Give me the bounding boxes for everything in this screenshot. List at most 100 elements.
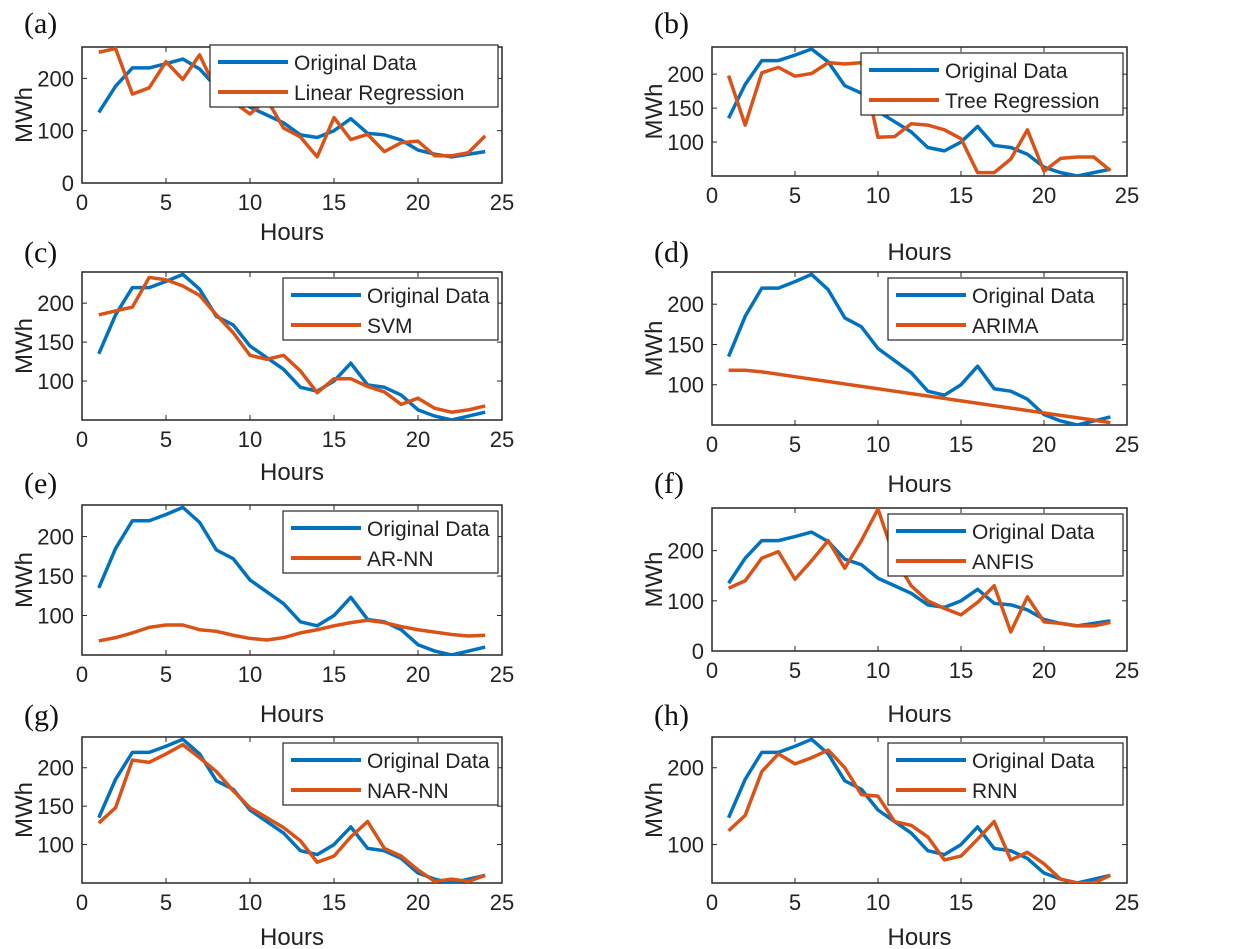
panel-label: (e) [24, 467, 57, 500]
legend-entry: Original Data [972, 521, 1095, 544]
x-tick-label: 15 [949, 658, 973, 683]
legend: Original Data ARIMA [887, 277, 1124, 341]
y-tick-label: 150 [37, 330, 74, 355]
x-tick-label: 20 [406, 890, 430, 915]
x-tick-label: 10 [238, 890, 262, 915]
y-tick-label: 100 [667, 833, 704, 858]
y-axis-label: MWh [641, 84, 668, 140]
x-tick-label: 15 [322, 427, 346, 452]
panel-label: (f) [654, 467, 684, 500]
x-tick-label: 15 [949, 432, 973, 457]
legend-box [282, 742, 499, 806]
series-line-model [728, 368, 1111, 425]
x-tick-label: 15 [949, 890, 973, 915]
x-tick-label: 20 [1032, 432, 1056, 457]
legend-box [209, 44, 499, 108]
x-tick-label: 25 [490, 427, 514, 452]
x-tick-label: 25 [1115, 890, 1139, 915]
series-line-model [727, 748, 1112, 883]
x-tick-label: 25 [490, 190, 514, 215]
panel-label: (g) [24, 699, 59, 732]
subplot-d: (d) 0 5 10 15 20 25 100 150 200 Hours MWh Original D… [641, 236, 1139, 498]
subplot-b: (b) 0 5 10 15 20 25 100 150 200 Hours MWh Original D… [641, 7, 1139, 266]
series-line-original [727, 530, 1111, 628]
x-tick-label: 10 [866, 183, 890, 208]
series-line-model [727, 508, 1111, 634]
subplot-f: (f) 0 5 10 15 20 25 0 100 200 Hours MWh Original Dat… [641, 467, 1139, 728]
y-axis-label: MWh [11, 87, 38, 143]
x-tick-label: 15 [949, 183, 973, 208]
subplot-g: (g) 0 5 10 15 20 25 100 150 200 Hours MWh Original D… [11, 699, 514, 949]
y-tick-label: 100 [667, 130, 704, 155]
legend-box [887, 742, 1124, 806]
x-tick-label: 15 [322, 190, 346, 215]
legend-entry: Tree Regression [945, 90, 1099, 113]
legend-entry: Linear Regression [294, 82, 464, 105]
legend-entry: Original Data [294, 52, 417, 75]
x-tick-label: 5 [789, 432, 801, 457]
y-tick-label: 200 [37, 291, 74, 316]
y-tick-label: 100 [667, 373, 704, 398]
legend-box [887, 277, 1124, 341]
subplot-h: (h) 0 5 10 15 20 25 100 200 Hours MWh Original Data… [641, 699, 1139, 949]
y-tick-label: 100 [37, 369, 74, 394]
y-tick-label: 200 [667, 292, 704, 317]
x-tick-label: 5 [789, 183, 801, 208]
x-tick-label: 25 [490, 662, 514, 687]
series-line-original [726, 737, 1111, 883]
legend-entry: ANFIS [972, 551, 1034, 574]
x-tick-label: 20 [1032, 183, 1056, 208]
x-tick-label: 20 [406, 427, 430, 452]
legend-entry: NAR-NN [367, 780, 449, 803]
x-tick-label: 5 [160, 427, 172, 452]
x-tick-label: 5 [789, 890, 801, 915]
y-axis-label: MWh [641, 321, 668, 377]
y-tick-label: 150 [667, 332, 704, 357]
y-axis-label: MWh [641, 552, 668, 608]
y-axis-label: MWh [641, 782, 668, 838]
panel-label: (c) [24, 236, 57, 269]
x-tick-label: 0 [706, 183, 718, 208]
legend: Original Data SVM [282, 277, 499, 341]
series-line-model [98, 47, 487, 159]
legend: Original Data NAR-NN [282, 742, 499, 806]
series-line-model [726, 60, 1112, 175]
x-tick-label: 0 [76, 427, 88, 452]
panel-label: (b) [654, 7, 689, 40]
x-tick-label: 25 [1115, 658, 1139, 683]
legend-box [887, 513, 1124, 577]
y-tick-label: 100 [37, 833, 74, 858]
legend-entry: Original Data [972, 285, 1095, 308]
x-tick-label: 0 [706, 658, 718, 683]
y-tick-label: 200 [37, 756, 74, 781]
x-axis-label: Hours [887, 471, 951, 498]
x-tick-label: 10 [866, 658, 890, 683]
series-line-model [98, 275, 486, 414]
y-tick-label: 100 [37, 119, 74, 144]
series-line-original [97, 737, 486, 883]
x-tick-label: 20 [406, 190, 430, 215]
x-tick-label: 25 [1115, 183, 1139, 208]
legend: Original Data Linear Regression [209, 44, 499, 108]
panel-label: (a) [24, 7, 57, 40]
y-tick-label: 200 [667, 62, 704, 87]
series-line-original [97, 272, 486, 420]
legend-entry: Original Data [367, 750, 490, 773]
y-tick-label: 0 [692, 639, 704, 664]
y-tick-label: 150 [667, 96, 704, 121]
legend-entry: Original Data [972, 750, 1095, 773]
series-line-original [97, 505, 486, 655]
y-tick-label: 100 [667, 589, 704, 614]
x-axis-label: Hours [260, 701, 324, 728]
x-tick-label: 15 [322, 890, 346, 915]
x-tick-label: 25 [490, 890, 514, 915]
series-line-original [726, 272, 1111, 425]
x-axis-label: Hours [887, 239, 951, 266]
x-tick-label: 0 [76, 662, 88, 687]
y-axis-label: MWh [11, 552, 38, 608]
y-tick-label: 200 [37, 66, 74, 91]
y-tick-label: 100 [37, 604, 74, 629]
legend-entry: ARIMA [972, 315, 1039, 338]
x-axis-label: Hours [887, 701, 951, 728]
x-tick-label: 10 [866, 432, 890, 457]
